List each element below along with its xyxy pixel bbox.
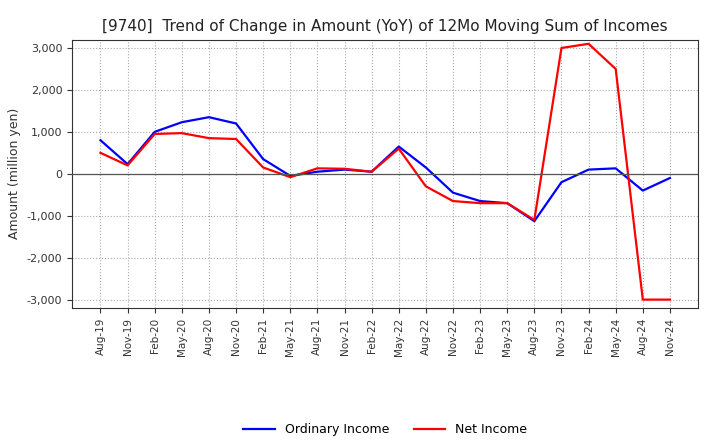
Net Income [204, 136, 213, 141]
Ordinary Income [150, 129, 159, 135]
Net Income [123, 163, 132, 168]
Ordinary Income [178, 120, 186, 125]
Ordinary Income [123, 161, 132, 167]
Ordinary Income [367, 169, 376, 174]
Ordinary Income [341, 167, 349, 172]
Ordinary Income [611, 166, 620, 171]
Net Income [286, 175, 294, 180]
Ordinary Income [232, 121, 240, 126]
Line: Net Income: Net Income [101, 44, 670, 300]
Ordinary Income [665, 176, 674, 181]
Net Income [449, 198, 457, 204]
Legend: Ordinary Income, Net Income: Ordinary Income, Net Income [238, 418, 532, 440]
Ordinary Income [286, 173, 294, 179]
Net Income [557, 45, 566, 51]
Net Income [96, 150, 105, 155]
Ordinary Income [530, 219, 539, 224]
Ordinary Income [449, 190, 457, 195]
Net Income [259, 165, 268, 170]
Ordinary Income [476, 198, 485, 204]
Title: [9740]  Trend of Change in Amount (YoY) of 12Mo Moving Sum of Incomes: [9740] Trend of Change in Amount (YoY) o… [102, 19, 668, 34]
Ordinary Income [204, 114, 213, 120]
Ordinary Income [557, 180, 566, 185]
Ordinary Income [584, 167, 593, 172]
Net Income [611, 66, 620, 72]
Net Income [232, 136, 240, 142]
Net Income [341, 166, 349, 172]
Ordinary Income [503, 201, 511, 206]
Ordinary Income [421, 165, 430, 170]
Line: Ordinary Income: Ordinary Income [101, 117, 670, 221]
Net Income [665, 297, 674, 302]
Net Income [530, 217, 539, 223]
Net Income [313, 166, 322, 171]
Net Income [476, 201, 485, 206]
Net Income [421, 184, 430, 189]
Net Income [367, 169, 376, 174]
Net Income [150, 131, 159, 136]
Ordinary Income [259, 157, 268, 162]
Y-axis label: Amount (million yen): Amount (million yen) [8, 108, 21, 239]
Ordinary Income [313, 169, 322, 174]
Net Income [584, 41, 593, 47]
Ordinary Income [96, 138, 105, 143]
Ordinary Income [395, 144, 403, 149]
Net Income [395, 146, 403, 151]
Net Income [178, 131, 186, 136]
Net Income [639, 297, 647, 302]
Net Income [503, 201, 511, 206]
Ordinary Income [639, 188, 647, 193]
